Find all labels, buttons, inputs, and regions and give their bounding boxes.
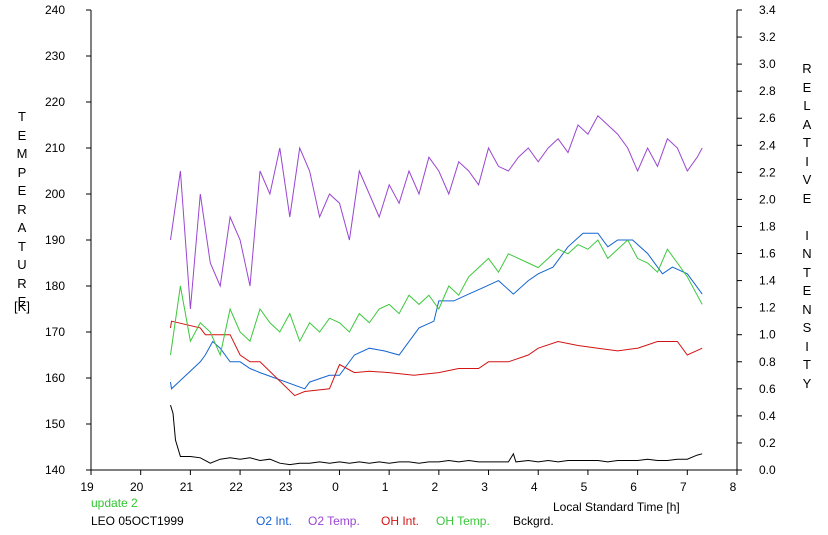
x-tick-label: 22	[229, 480, 243, 494]
series-o2-temp	[170, 114, 703, 310]
series-oh-int	[170, 320, 703, 397]
series-line	[170, 404, 703, 466]
x-tick-label: 3	[481, 480, 488, 494]
series-line	[170, 320, 703, 397]
x-tick-label: 21	[180, 480, 194, 494]
left-tick-label: 210	[45, 141, 65, 155]
x-tick-label: 4	[531, 480, 538, 494]
legend-oh-temp: OH Temp.	[436, 514, 490, 528]
x-tick-label: 0	[332, 480, 339, 494]
right-tick-label: 1.8	[759, 219, 776, 233]
right-tick-label: 1.2	[759, 301, 776, 315]
x-tick-label: 7	[680, 480, 687, 494]
left-tick-label: 230	[45, 49, 65, 63]
x-axis-title: Local Standard Time [h]	[553, 500, 680, 514]
series-line	[170, 114, 703, 310]
right-tick-label: 2.0	[759, 192, 776, 206]
x-tick-label: 23	[279, 480, 293, 494]
legend-bckgrd: Bckgrd.	[513, 514, 554, 528]
x-tick-label: 1	[382, 480, 389, 494]
left-tick-label: 190	[45, 233, 65, 247]
status-text: update 2	[91, 496, 138, 510]
series-line	[170, 239, 703, 357]
right-tick-label: 0.0	[759, 463, 776, 477]
legend-o2-int: O2 Int.	[256, 514, 293, 528]
x-tick-label: 20	[130, 480, 144, 494]
legend-o2-temp: O2 Temp.	[308, 514, 360, 528]
right-tick-label: 2.8	[759, 84, 776, 98]
right-tick-label: 2.4	[759, 138, 776, 152]
x-tick-label: 5	[581, 480, 588, 494]
left-tick-label: 200	[45, 187, 65, 201]
left-tick-label: 150	[45, 417, 65, 431]
left-tick-label: 240	[45, 3, 65, 17]
x-tick-label: 2	[432, 480, 439, 494]
x-tick-label: 6	[630, 480, 637, 494]
right-tick-label: 1.0	[759, 328, 776, 342]
left-axis-unit: [K]	[14, 299, 30, 314]
series-line	[170, 232, 703, 390]
right-tick-label: 0.6	[759, 382, 776, 396]
right-tick-label: 0.4	[759, 409, 776, 423]
left-tick-label: 140	[45, 463, 65, 477]
right-tick-label: 0.2	[759, 436, 776, 450]
left-tick-label: 220	[45, 95, 65, 109]
right-tick-label: 2.2	[759, 165, 776, 179]
right-tick-label: 3.4	[759, 3, 776, 17]
station-text: LEO 05OCT1999	[91, 514, 184, 528]
right-tick-label: 1.6	[759, 247, 776, 261]
right-tick-label: 0.8	[759, 355, 776, 369]
left-tick-label: 160	[45, 371, 65, 385]
left-tick-label: 180	[45, 279, 65, 293]
right-tick-label: 3.0	[759, 57, 776, 71]
x-tick-label: 8	[730, 480, 737, 494]
series-oh-temp	[170, 239, 703, 357]
right-tick-label: 2.6	[759, 111, 776, 125]
left-tick-label: 170	[45, 325, 65, 339]
right-tick-label: 3.2	[759, 30, 776, 44]
series-bckgrd	[170, 404, 703, 466]
x-tick-label: 19	[80, 480, 94, 494]
legend-oh-int: OH Int.	[381, 514, 420, 528]
series-o2-int	[170, 232, 703, 390]
right-tick-label: 1.4	[759, 274, 776, 288]
